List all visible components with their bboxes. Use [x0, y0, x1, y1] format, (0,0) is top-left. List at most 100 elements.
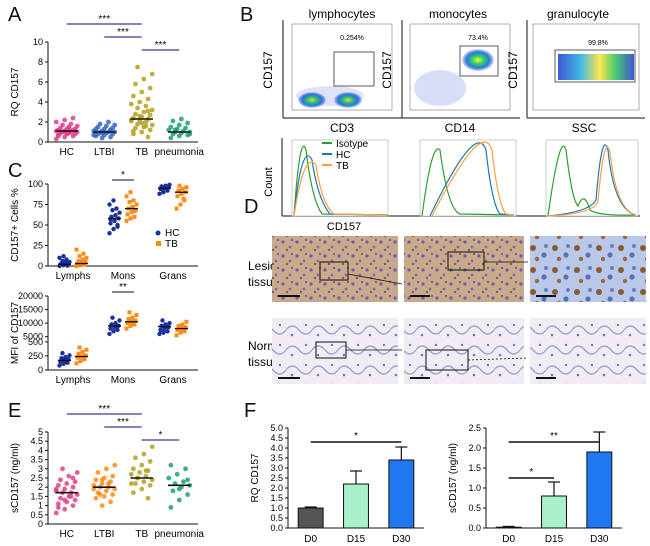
chart-f1-x-tick-label: D0: [304, 534, 317, 545]
chart-c1-point-tb: [77, 254, 82, 259]
chart-e-sig-label: *: [159, 430, 163, 441]
normal-image-mid: [404, 318, 524, 384]
chart-a-point: [149, 107, 155, 113]
chart-a-point: [130, 93, 136, 99]
chart-e-point: [99, 477, 105, 483]
chart-c1-point-hc: [107, 231, 112, 236]
chart-c1-point-tb: [128, 190, 133, 195]
chart-f2-y-tick-label: 0.5: [468, 503, 481, 513]
normal-image-high: [530, 318, 646, 384]
chart-a-sig-label: ***: [117, 27, 129, 38]
chart-c1-point-hc: [60, 258, 65, 264]
flow-y-label-1: CD157: [261, 51, 275, 89]
chart-c1-point-tb: [128, 216, 133, 221]
chart-c1-point-tb: [125, 212, 130, 217]
panel-letter-d: D: [244, 196, 259, 218]
chart-c1-point-tb: [179, 191, 184, 196]
flow-x-label-cd3: CD3: [330, 121, 354, 135]
chart-c1-point-hc: [117, 210, 122, 215]
chart-a-point: [135, 121, 140, 127]
chart-e-point: [72, 497, 78, 503]
chart-c1-point-hc: [113, 212, 118, 218]
chart-c2-point-hc: [110, 315, 115, 320]
flow-histograms: Count CD157 Isotype HC T: [263, 138, 640, 233]
chart-c1-point-tb: [81, 251, 86, 256]
chart-a-point: [137, 113, 143, 119]
panel-letter-f: F: [244, 400, 257, 422]
chart-e-y-tick-label: 3: [38, 464, 43, 474]
normal-label-line2: tissue: [248, 355, 280, 369]
chart-c1-point-hc: [108, 221, 113, 226]
chart-e-point: [72, 479, 78, 485]
chart-c1-y-tick-label: 50: [33, 220, 43, 230]
chart-f2-bar-d30: [586, 451, 613, 529]
chart-e-x-tick-label: TB: [135, 529, 148, 540]
chart-e-point: [139, 486, 145, 492]
chart-c1-point-tb: [174, 206, 179, 211]
chart-c1-point-hc: [64, 257, 69, 262]
chart-a-sig-label: ***: [98, 14, 110, 25]
chart-a-rq-cd157: 0 2 4 6 8 10 RQ CD157 HC LTBI TB pneumonia *** *** **…: [10, 14, 204, 158]
hist-legend: Isotype HC TB: [322, 139, 369, 172]
chart-a-point: [143, 103, 149, 109]
chart-c2-point-hc: [107, 331, 112, 337]
chart-c1-point-tb: [175, 194, 180, 199]
chart-c1-point-tb: [127, 200, 132, 205]
chart-a-point: [106, 119, 111, 125]
chart-c2-point-hc: [115, 327, 120, 333]
chart-e-y-tick-label: 0: [38, 519, 43, 529]
chart-e-point: [55, 505, 61, 510]
chart-e-y-tick-label: 2.5: [30, 473, 43, 483]
chart-c2-point-tb: [124, 326, 129, 331]
chart-e-point: [62, 506, 68, 512]
chart-f1-y-tick-label: 4.0: [270, 443, 283, 453]
chart-c1-point-tb: [74, 264, 79, 268]
chart-a-point: [141, 76, 147, 82]
chart-a-point: [70, 115, 76, 121]
chart-e-point: [106, 481, 111, 486]
chart-a-point: [135, 64, 140, 70]
chart-e-point: [128, 481, 134, 486]
chart-e-point: [185, 477, 191, 483]
chart-a-point: [147, 127, 153, 133]
chart-e-point: [55, 501, 61, 507]
chart-c2-y-tick-label: 250: [28, 351, 43, 361]
chart-c2-point-hc: [67, 353, 72, 358]
lesion-label-line2: tissue: [248, 275, 280, 289]
chart-c1-legend-marker-hc: [155, 230, 161, 236]
flow-dotplot-granulocyte: 99.8% CD157 SSC: [506, 20, 645, 135]
chart-c2-point-tb: [183, 325, 188, 330]
chart-e-point: [145, 495, 151, 501]
chart-e-point: [147, 482, 153, 488]
chart-c2-point-hc: [63, 354, 68, 360]
chart-c1-point-tb: [134, 202, 139, 207]
chart-e-point: [93, 477, 99, 483]
chart-e-point: [58, 495, 63, 501]
legend-hc: HC: [336, 150, 350, 161]
chart-e-point: [103, 466, 109, 472]
chart-a-y-tick-label: 8: [38, 57, 43, 67]
chart-e-x-tick-label: pneumonia: [155, 529, 205, 540]
chart-e-point: [128, 471, 134, 477]
chart-c1-point-hc: [163, 183, 168, 188]
chart-c2-sig-label: **: [119, 282, 127, 293]
chart-c2-point-tb: [178, 330, 183, 335]
chart-c1-sig-label: *: [121, 170, 125, 181]
chart-c1-y-label: CD157+ Cells %: [10, 188, 21, 262]
chart-a-point: [60, 122, 65, 128]
chart-a-point: [147, 85, 153, 91]
chart-a-point: [178, 116, 184, 122]
chart-c1-y-tick-label: 25: [33, 241, 43, 251]
chart-e-point: [183, 466, 188, 472]
chart-e-sig-label: ***: [117, 417, 129, 428]
chart-c1-point-tb: [84, 255, 89, 260]
chart-a-point: [139, 120, 145, 126]
chart-c2-point-tb: [130, 315, 135, 320]
chart-e-point: [166, 475, 172, 481]
chart-c2-y-tick-label: 500: [28, 337, 43, 347]
chart-e-y-tick-label: 5: [38, 427, 43, 437]
chart-a-point: [176, 122, 182, 128]
legend-isotype: Isotype: [336, 139, 369, 150]
chart-a-point: [133, 81, 138, 87]
